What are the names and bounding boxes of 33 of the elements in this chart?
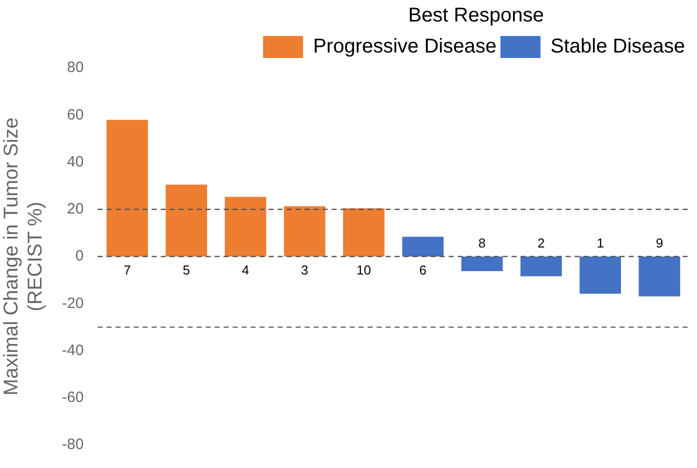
bar xyxy=(520,256,562,276)
x-tick-label: 2 xyxy=(538,236,545,251)
x-tick-label: 8 xyxy=(478,236,486,251)
bar xyxy=(638,256,680,296)
x-tick-label: 10 xyxy=(356,262,372,278)
y-tick-label: 40 xyxy=(66,153,84,170)
y-tick-label: 0 xyxy=(75,248,84,265)
bar xyxy=(106,120,148,256)
bar xyxy=(580,256,621,294)
bar xyxy=(461,256,503,272)
y-tick-label: -40 xyxy=(62,342,84,359)
legend-label: Stable Disease xyxy=(550,36,686,58)
legend-label: Progressive Disease xyxy=(313,36,496,58)
x-tick-label: 7 xyxy=(124,262,131,278)
legend-title: Best Response xyxy=(408,4,544,27)
bar xyxy=(224,196,266,256)
y-tick-label: -20 xyxy=(62,294,84,312)
y-tick-label: 20 xyxy=(66,200,84,218)
x-tick-label: 9 xyxy=(656,236,664,251)
bar xyxy=(343,208,384,256)
x-tick-label: 1 xyxy=(596,236,604,251)
y-tick-label: 80 xyxy=(66,59,84,76)
y-axis-title: Maximal Change in Tumor Size (RECIST %) xyxy=(0,118,47,396)
y-tick-label: -60 xyxy=(62,389,84,406)
y-tick-label: -80 xyxy=(62,436,84,454)
y-tick-label: 60 xyxy=(66,106,84,124)
x-tick-label: 5 xyxy=(182,262,190,278)
x-tick-label: 4 xyxy=(242,262,250,278)
bar xyxy=(166,184,208,256)
bar xyxy=(402,236,444,256)
bar xyxy=(284,206,326,256)
x-tick-label: 3 xyxy=(301,262,308,278)
x-tick-label: 6 xyxy=(419,262,427,278)
